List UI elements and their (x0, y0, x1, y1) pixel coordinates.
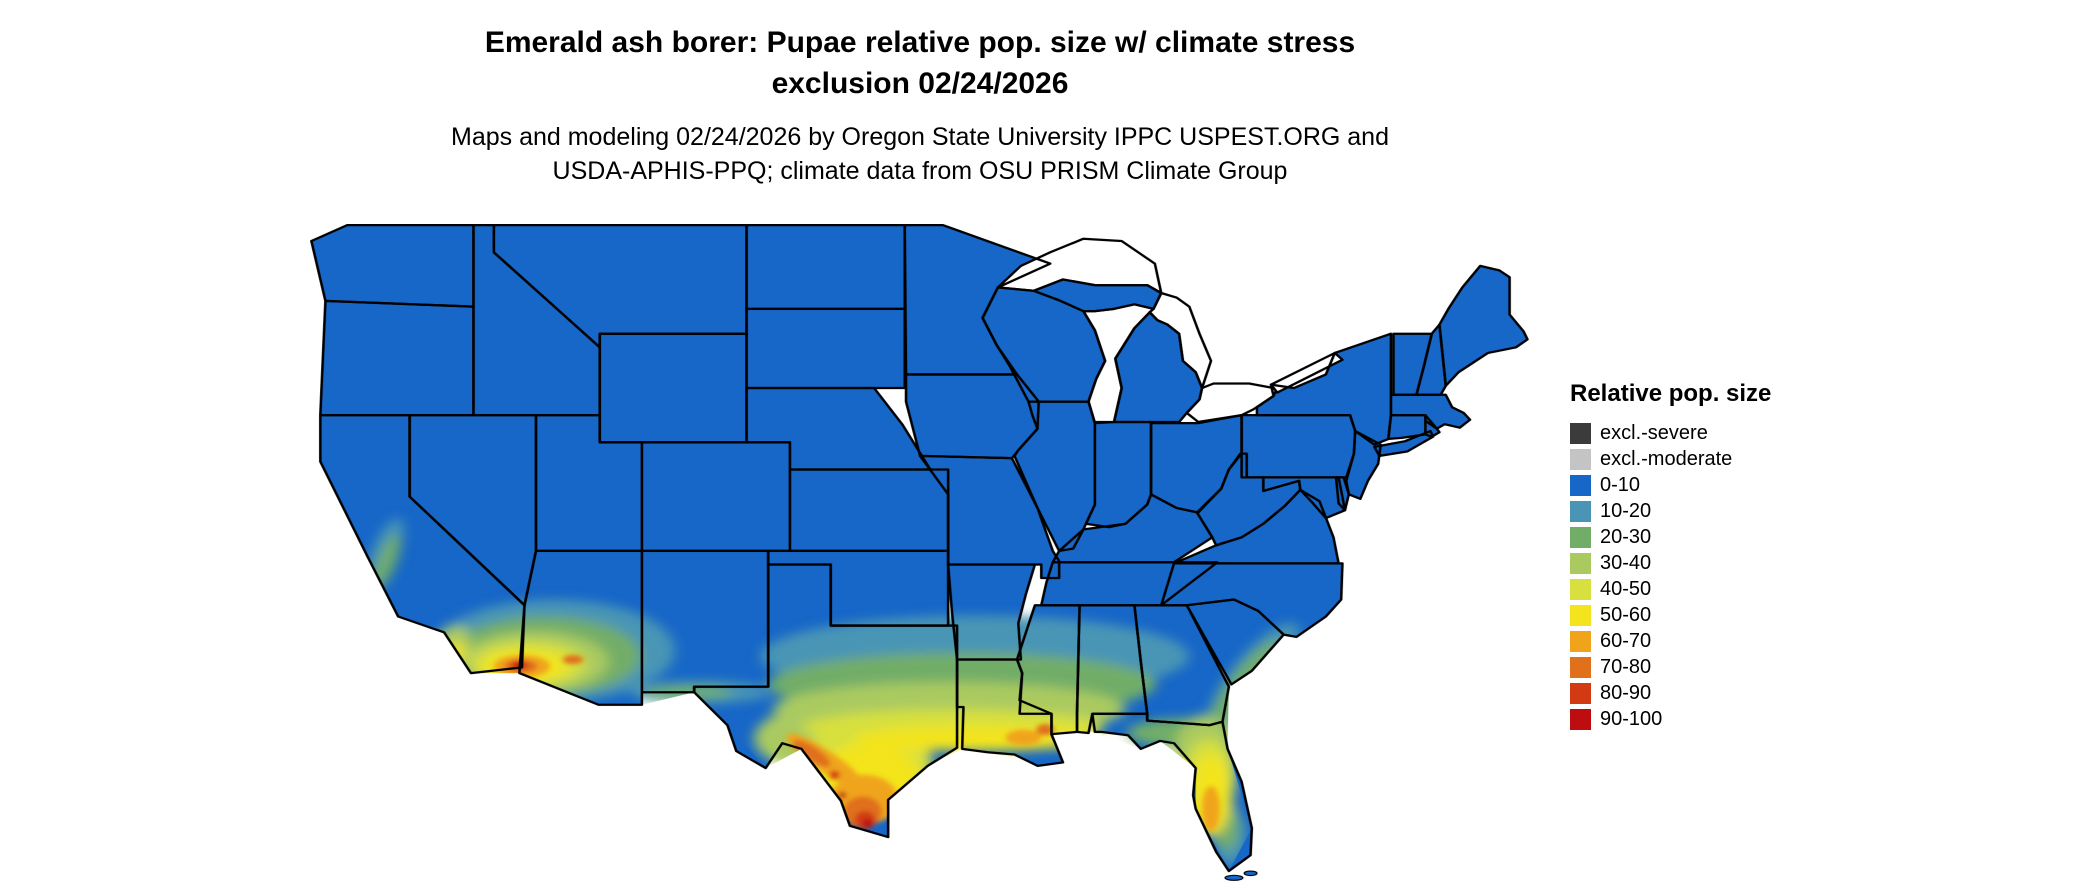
legend-items: excl.-severe excl.-moderate 0-10 10-20 20-30… (1570, 420, 1771, 732)
legend-label: 80-90 (1600, 681, 1652, 704)
legend-swatch (1570, 552, 1591, 574)
legend-item: 0-10 (1570, 472, 1771, 498)
legend-item: 20-30 (1570, 524, 1771, 550)
legend-item: 90-100 (1570, 706, 1771, 732)
legend-item: 10-20 (1570, 498, 1771, 524)
legend-label: 60-70 (1600, 629, 1652, 652)
legend-label: 0-10 (1600, 473, 1641, 496)
legend-label: 10-20 (1600, 499, 1652, 522)
legend-swatch (1570, 526, 1591, 548)
us-map (305, 198, 1530, 888)
map-subtitle-line1: Maps and modeling 02/24/2026 by Oregon S… (451, 123, 1389, 151)
legend-item: 60-70 (1570, 628, 1771, 654)
lake-ontario (1269, 351, 1344, 394)
legend-item: 80-90 (1570, 680, 1771, 706)
map-title: Emerald ash borer: Pupae relative pop. s… (130, 22, 1710, 104)
legend-item: 30-40 (1570, 550, 1771, 576)
legend-item: excl.-severe (1570, 420, 1771, 446)
legend-label: 40-50 (1600, 577, 1652, 600)
map-subtitle-line2: USDA-APHIS-PPQ; climate data from OSU PR… (552, 157, 1288, 185)
legend-title: Relative pop. size (1570, 380, 1772, 407)
florida-keys (1224, 870, 1258, 881)
us-map-svg (310, 223, 1529, 881)
legend: Relative pop. size excl.-severe excl.-mod… (1570, 380, 1771, 732)
legend-label: 70-80 (1600, 655, 1652, 678)
legend-swatch (1570, 708, 1591, 730)
map-title-line2: exclusion 02/24/2026 (771, 67, 1069, 100)
legend-item: 40-50 (1570, 576, 1771, 602)
legend-label: excl.-severe (1600, 421, 1708, 444)
legend-label: 50-60 (1600, 603, 1652, 626)
legend-swatch (1570, 422, 1591, 444)
legend-label: 30-40 (1600, 551, 1652, 574)
legend-swatch (1570, 474, 1591, 496)
legend-swatch (1570, 630, 1591, 652)
legend-label: 90-100 (1600, 707, 1663, 730)
map-title-line1: Emerald ash borer: Pupae relative pop. s… (484, 26, 1356, 59)
lake-erie (1185, 382, 1278, 424)
legend-label: excl.-moderate (1600, 447, 1733, 470)
legend-item: excl.-moderate (1570, 446, 1771, 472)
header: Emerald ash borer: Pupae relative pop. s… (130, 22, 1710, 188)
legend-label: 20-30 (1600, 525, 1652, 548)
legend-swatch (1570, 500, 1591, 522)
legend-swatch (1570, 604, 1591, 626)
legend-swatch (1570, 448, 1591, 470)
legend-item: 70-80 (1570, 654, 1771, 680)
legend-swatch (1570, 656, 1591, 678)
legend-swatch (1570, 682, 1591, 704)
map-subtitle: Maps and modeling 02/24/2026 by Oregon S… (130, 120, 1710, 188)
legend-item: 50-60 (1570, 602, 1771, 628)
legend-swatch (1570, 578, 1591, 600)
